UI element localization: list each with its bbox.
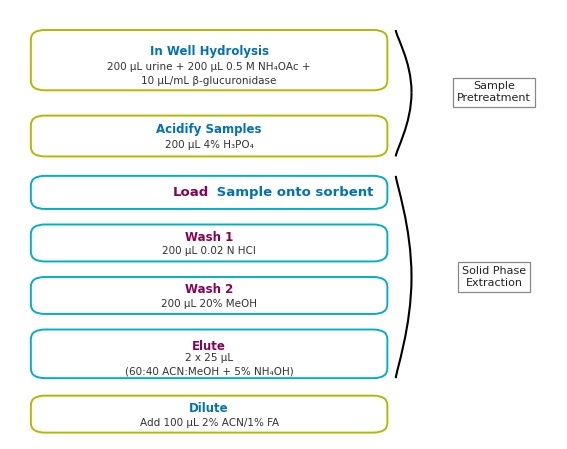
Text: 2 x 25 μL
(60:40 ACN:MeOH + 5% NH₄OH): 2 x 25 μL (60:40 ACN:MeOH + 5% NH₄OH) xyxy=(125,353,294,377)
Text: 200 μL 4% H₃PO₄: 200 μL 4% H₃PO₄ xyxy=(164,141,253,150)
Text: 200 μL 0.02 N HCl: 200 μL 0.02 N HCl xyxy=(162,247,256,256)
Text: Solid Phase
Extraction: Solid Phase Extraction xyxy=(462,266,526,288)
FancyBboxPatch shape xyxy=(31,115,387,156)
FancyBboxPatch shape xyxy=(31,277,387,314)
Text: Acidify Samples: Acidify Samples xyxy=(156,123,262,136)
Text: Dilute: Dilute xyxy=(189,402,229,415)
Text: In Well Hydrolysis: In Well Hydrolysis xyxy=(150,44,269,57)
Text: Sample
Pretreatment: Sample Pretreatment xyxy=(457,81,531,103)
Text: Add 100 μL 2% ACN/1% FA: Add 100 μL 2% ACN/1% FA xyxy=(139,418,278,427)
Text: Wash 1: Wash 1 xyxy=(185,231,233,244)
Text: 200 μL 20% MeOH: 200 μL 20% MeOH xyxy=(161,299,257,309)
FancyBboxPatch shape xyxy=(31,176,387,209)
FancyBboxPatch shape xyxy=(31,30,387,90)
Text: Sample onto sorbent: Sample onto sorbent xyxy=(212,186,373,199)
FancyBboxPatch shape xyxy=(31,330,387,378)
FancyBboxPatch shape xyxy=(31,396,387,432)
Text: Wash 2: Wash 2 xyxy=(185,283,233,296)
Text: Elute: Elute xyxy=(192,340,226,353)
Text: 200 μL urine + 200 μL 0.5 M NH₄OAc +
10 μL/mL β-glucuronidase: 200 μL urine + 200 μL 0.5 M NH₄OAc + 10 … xyxy=(107,62,311,86)
FancyBboxPatch shape xyxy=(31,224,387,261)
Text: Load: Load xyxy=(173,186,209,199)
